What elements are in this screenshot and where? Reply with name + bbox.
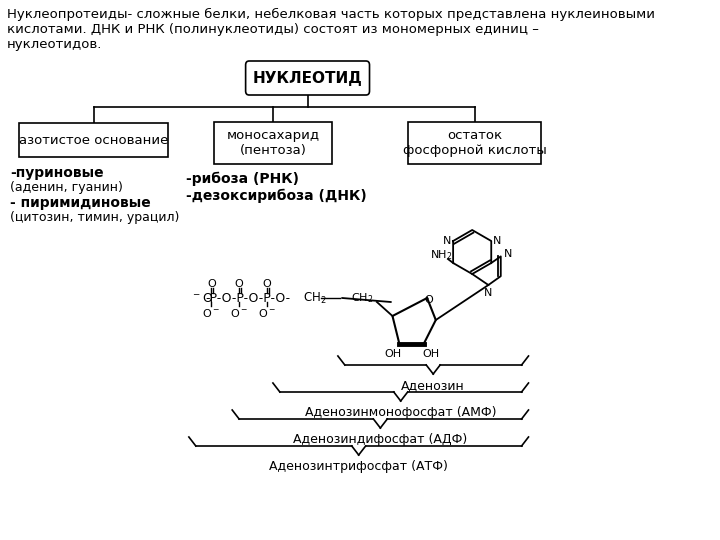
Text: НУКЛЕОТИД: НУКЛЕОТИД — [253, 71, 362, 85]
Text: O: O — [425, 295, 433, 305]
Text: азотистое основание: азотистое основание — [19, 133, 168, 146]
FancyBboxPatch shape — [214, 122, 332, 164]
Text: кислотами. ДНК и РНК (полинуклеотиды) состоят из мономерных единиц –: кислотами. ДНК и РНК (полинуклеотиды) со… — [7, 23, 539, 36]
Text: NH$_2$: NH$_2$ — [430, 248, 452, 262]
Text: нуклеотидов.: нуклеотидов. — [7, 38, 102, 51]
Text: N: N — [443, 236, 451, 246]
Text: моносахарид
(пентоза): моносахарид (пентоза) — [226, 129, 320, 157]
Text: OH: OH — [384, 349, 401, 359]
Text: $^-$O: $^-$O — [191, 292, 213, 305]
Text: CH$_2$: CH$_2$ — [351, 291, 374, 305]
Text: O: O — [263, 279, 271, 289]
Text: O: O — [235, 279, 243, 289]
Text: N: N — [503, 249, 512, 259]
Text: N: N — [493, 236, 502, 246]
Text: Аденозиндифосфат (АДФ): Аденозиндифосфат (АДФ) — [293, 433, 467, 446]
FancyBboxPatch shape — [408, 122, 541, 164]
Text: O$^-$: O$^-$ — [258, 307, 276, 319]
Text: CH$_2$: CH$_2$ — [303, 291, 327, 306]
Text: -пуриновые: -пуриновые — [10, 166, 104, 180]
Text: OH: OH — [422, 349, 439, 359]
Text: N: N — [484, 288, 492, 298]
Text: - пиримидиновые: - пиримидиновые — [10, 196, 151, 210]
Text: -дезоксирибоза (ДНК): -дезоксирибоза (ДНК) — [186, 189, 367, 204]
Text: (цитозин, тимин, урацил): (цитозин, тимин, урацил) — [10, 211, 180, 224]
FancyBboxPatch shape — [19, 123, 168, 157]
Text: O$^-$: O$^-$ — [230, 307, 248, 319]
Text: остаток
фосфорной кислоты: остаток фосфорной кислоты — [403, 129, 546, 157]
Text: Аденозинтрифосфат (АТФ): Аденозинтрифосфат (АТФ) — [269, 460, 448, 473]
Text: O$^-$: O$^-$ — [202, 307, 220, 319]
Text: Аденозинмонофосфат (АМФ): Аденозинмонофосфат (АМФ) — [305, 406, 497, 419]
Text: Нуклеопротеиды- сложные белки, небелковая часть которых представлена нуклеиновым: Нуклеопротеиды- сложные белки, небелкова… — [7, 8, 655, 21]
Text: -P-O-P-O-P-O-: -P-O-P-O-P-O- — [205, 292, 290, 305]
FancyBboxPatch shape — [246, 61, 369, 95]
Text: Аденозин: Аденозин — [401, 379, 465, 392]
Text: -рибоза (РНК): -рибоза (РНК) — [186, 172, 300, 186]
Text: O: O — [207, 279, 216, 289]
Text: (аденин, гуанин): (аденин, гуанин) — [10, 181, 123, 194]
